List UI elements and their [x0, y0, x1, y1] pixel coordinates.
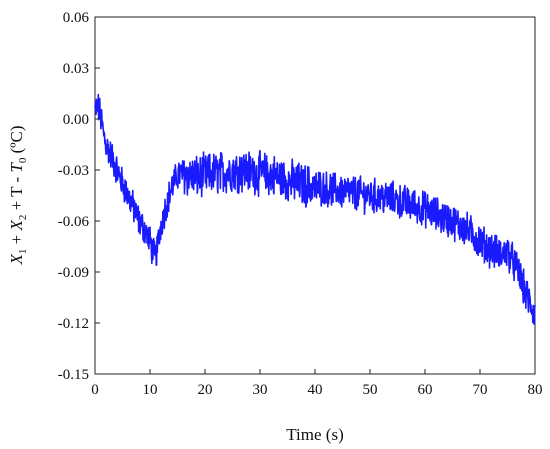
- x-tick-label: 80: [528, 382, 543, 398]
- y-tick-label: -0.06: [58, 214, 90, 230]
- y-tick-label: -0.12: [58, 316, 89, 332]
- x-tick-label: 0: [91, 382, 99, 398]
- series-line: [94, 93, 536, 325]
- y-tick-label: -0.09: [58, 265, 89, 281]
- y-tick-label: 0.06: [63, 10, 90, 26]
- x-axis-title: Time (s): [286, 425, 343, 444]
- x-tick-label: 60: [418, 382, 433, 398]
- plot-area: [94, 16, 536, 375]
- x-tick-label: 50: [363, 382, 378, 398]
- x-tick-label: 70: [473, 382, 488, 398]
- x-tick-label: 40: [308, 382, 323, 398]
- x-tick-label: 30: [253, 382, 268, 398]
- y-axis-title: X1 + X2 + T - T0 (ºC): [7, 125, 29, 265]
- y-axis: 0.06 0.03 0.00 -0.03 -0.06 -0.09 -0.12 -0.15: [58, 10, 100, 383]
- y-tick-label: -0.03: [58, 163, 89, 179]
- x-tick-label: 10: [143, 382, 158, 398]
- y-tick-label: 0.00: [63, 112, 89, 128]
- x-tick-label: 20: [198, 382, 213, 398]
- y-tick-label: -0.15: [58, 367, 89, 383]
- y-tick-label: 0.03: [63, 61, 89, 77]
- x-axis: 0 10 20 30 40 50 60 70 80: [91, 369, 543, 398]
